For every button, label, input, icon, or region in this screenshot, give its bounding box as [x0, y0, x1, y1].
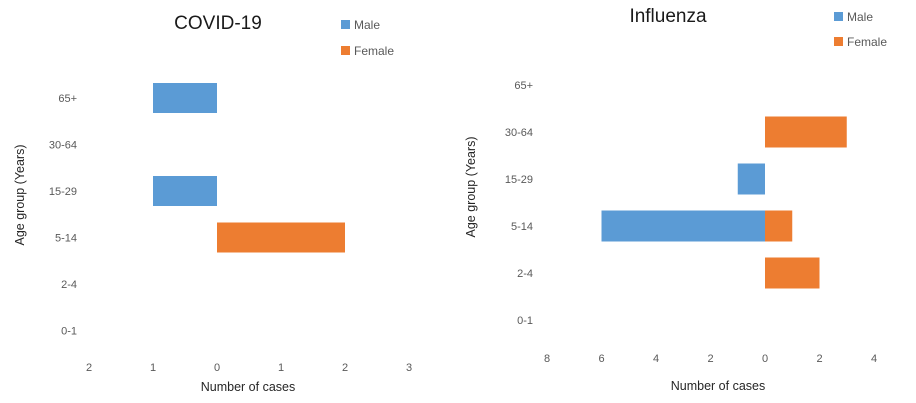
bar-male-15-29 — [737, 163, 765, 195]
y-tick-label: 65+ — [514, 80, 533, 92]
bar-female-5-14 — [217, 222, 345, 253]
x-tick-label: 0 — [214, 362, 220, 374]
legend-swatch-female — [341, 46, 350, 55]
y-tick-label: 0-1 — [517, 315, 533, 327]
x-tick-label: 2 — [707, 353, 713, 365]
chart-title: Influenza — [629, 6, 707, 27]
y-tick-label: 30-64 — [505, 127, 533, 139]
y-tick-labels: 65+ 30-64 15-29 5-14 2-4 0-1 — [49, 93, 77, 338]
chart-title: COVID-19 — [174, 13, 262, 34]
y-axis-label: Age group (Years) — [13, 145, 27, 246]
y-tick-label: 2-4 — [517, 268, 533, 280]
legend: Male Female — [341, 18, 394, 58]
y-tick-label: 30-64 — [49, 140, 77, 152]
y-tick-label: 5-14 — [511, 221, 533, 233]
bars — [153, 83, 345, 253]
bar-female-30-64 — [765, 116, 847, 148]
x-tick-labels: 2 1 0 1 2 3 — [86, 362, 412, 374]
legend-swatch-male — [834, 12, 843, 21]
x-tick-label: 4 — [871, 353, 877, 365]
bar-male-5-14 — [601, 210, 765, 242]
bars — [601, 116, 847, 289]
influenza-chart: Influenza Age group (Years) Number of ca… — [464, 6, 887, 393]
y-tick-label: 15-29 — [49, 186, 77, 198]
x-tick-label: 6 — [598, 353, 604, 365]
x-tick-labels: 8 6 4 2 0 2 4 — [544, 353, 877, 365]
y-tick-label: 0-1 — [61, 326, 77, 338]
legend: Male Female — [834, 10, 887, 49]
bar-female-2-4 — [765, 257, 820, 289]
y-axis-label: Age group (Years) — [464, 137, 478, 238]
legend-label-female: Female — [354, 44, 394, 58]
x-axis-label: Number of cases — [671, 379, 765, 393]
x-tick-label: 1 — [150, 362, 156, 374]
x-tick-label: 8 — [544, 353, 550, 365]
x-tick-label: 2 — [816, 353, 822, 365]
x-axis-label: Number of cases — [201, 380, 295, 394]
legend-swatch-male — [341, 20, 350, 29]
bar-female-5-14 — [765, 210, 793, 242]
x-tick-label: 2 — [342, 362, 348, 374]
legend-swatch-female — [834, 37, 843, 46]
covid-chart: COVID-19 Age group (Years) Number of cas… — [13, 13, 412, 394]
x-tick-label: 0 — [762, 353, 768, 365]
legend-label-male: Male — [354, 18, 380, 32]
y-tick-label: 5-14 — [55, 233, 77, 245]
y-tick-label: 15-29 — [505, 174, 533, 186]
bar-male-15-29 — [153, 176, 217, 206]
legend-label-male: Male — [847, 10, 873, 24]
y-tick-labels: 65+ 30-64 15-29 5-14 2-4 0-1 — [505, 80, 533, 327]
y-tick-label: 2-4 — [61, 279, 77, 291]
x-tick-label: 1 — [278, 362, 284, 374]
x-tick-label: 2 — [86, 362, 92, 374]
x-tick-label: 3 — [406, 362, 412, 374]
y-tick-label: 65+ — [58, 93, 77, 105]
legend-label-female: Female — [847, 35, 887, 49]
bar-male-65+ — [153, 83, 217, 113]
x-tick-label: 4 — [653, 353, 659, 365]
